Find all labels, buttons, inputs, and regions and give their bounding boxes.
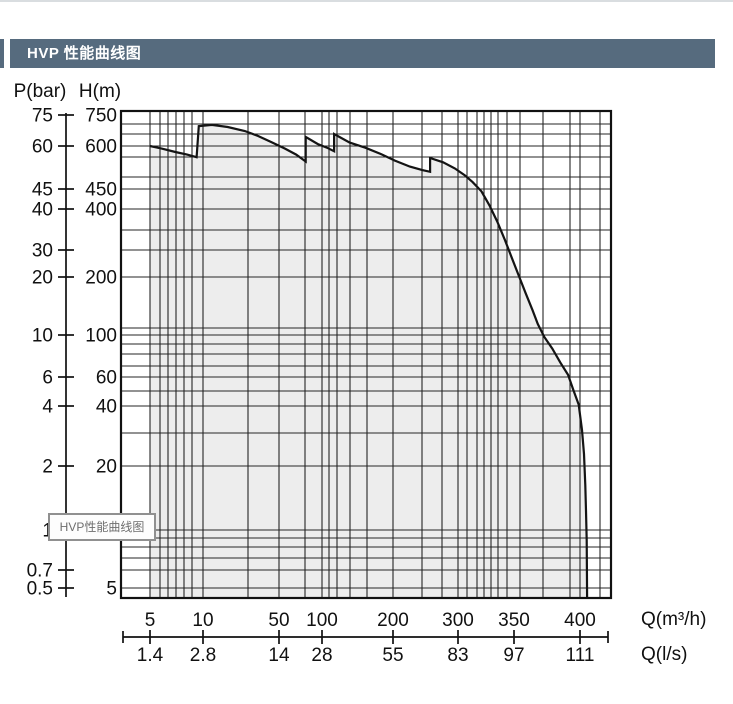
grid	[121, 111, 611, 598]
flow-m3h-tick-label: 50	[268, 610, 289, 631]
head-tick-label: 750	[85, 106, 117, 127]
pressure-tick-label: 30	[32, 241, 53, 262]
pressure-tick-label: 0.7	[27, 561, 53, 582]
section-title: HVP 性能曲线图	[27, 45, 142, 62]
pressure-tick-label: 6	[42, 368, 53, 389]
flow-ls-tick-label: 28	[311, 645, 332, 666]
pressure-tick-label: 2	[42, 457, 53, 478]
flow-axis-title-ls: Q(l/s)	[641, 644, 688, 665]
pressure-tick-label: 40	[32, 200, 53, 221]
head-tick-label: 400	[85, 200, 117, 221]
pressure-axis-title: P(bar)	[13, 81, 67, 102]
head-tick-label: 100	[85, 326, 117, 347]
flow-m3h-tick-label: 100	[306, 610, 338, 631]
section-header-bar: HVP 性能曲线图	[10, 39, 715, 68]
flow-axis-title-m3h: Q(m³/h)	[641, 609, 707, 630]
pressure-tick-label: 4	[42, 397, 53, 418]
flow-m3h-tick-label: 350	[498, 610, 530, 631]
head-tick-label: 600	[85, 137, 117, 158]
flow-m3h-tick-label: 300	[442, 610, 474, 631]
flow-m3h-tick-label: 200	[377, 610, 409, 631]
pressure-tick-label: 1	[42, 521, 53, 542]
plot-border	[119, 109, 613, 600]
head-tick-label: 60	[96, 368, 117, 389]
flow-ls-tick-label: 97	[503, 645, 524, 666]
flow-m3h-tick-label: 400	[564, 610, 596, 631]
flow-ls-tick-label: 111	[566, 645, 595, 666]
head-tick-label: 40	[96, 397, 117, 418]
head-axis-title: H(m)	[78, 81, 122, 102]
top-border-strip	[0, 0, 733, 2]
left-edge-mark	[0, 39, 4, 68]
flow-ls-tick-label: 14	[268, 645, 290, 666]
head-tick-label: 200	[85, 268, 117, 289]
pressure-tick-label: 0.5	[27, 579, 53, 600]
pressure-tick-label: 10	[32, 326, 53, 347]
chart-tooltip: HVP性能曲线图	[48, 513, 156, 541]
pressure-tick-label: 60	[32, 137, 53, 158]
pressure-tick-label: 45	[32, 180, 53, 201]
performance-envelope-curve	[149, 123, 589, 599]
flow-m3h-tick-label: 5	[145, 610, 156, 631]
pressure-tick-label: 20	[32, 268, 53, 289]
performance-envelope-fill	[150, 124, 588, 599]
flow-m3h-tick-label: 10	[192, 610, 213, 631]
head-tick-label: 20	[96, 457, 117, 478]
head-tick-label: 5	[106, 579, 117, 600]
head-tick-label: 450	[85, 180, 117, 201]
flow-ls-tick-label: 2.8	[190, 645, 216, 666]
flow-ls-tick-label: 83	[447, 645, 468, 666]
flow-ls-tick-label: 1.4	[137, 645, 164, 666]
flow-ls-tick-label: 55	[382, 645, 403, 666]
pressure-tick-label: 75	[32, 106, 53, 127]
